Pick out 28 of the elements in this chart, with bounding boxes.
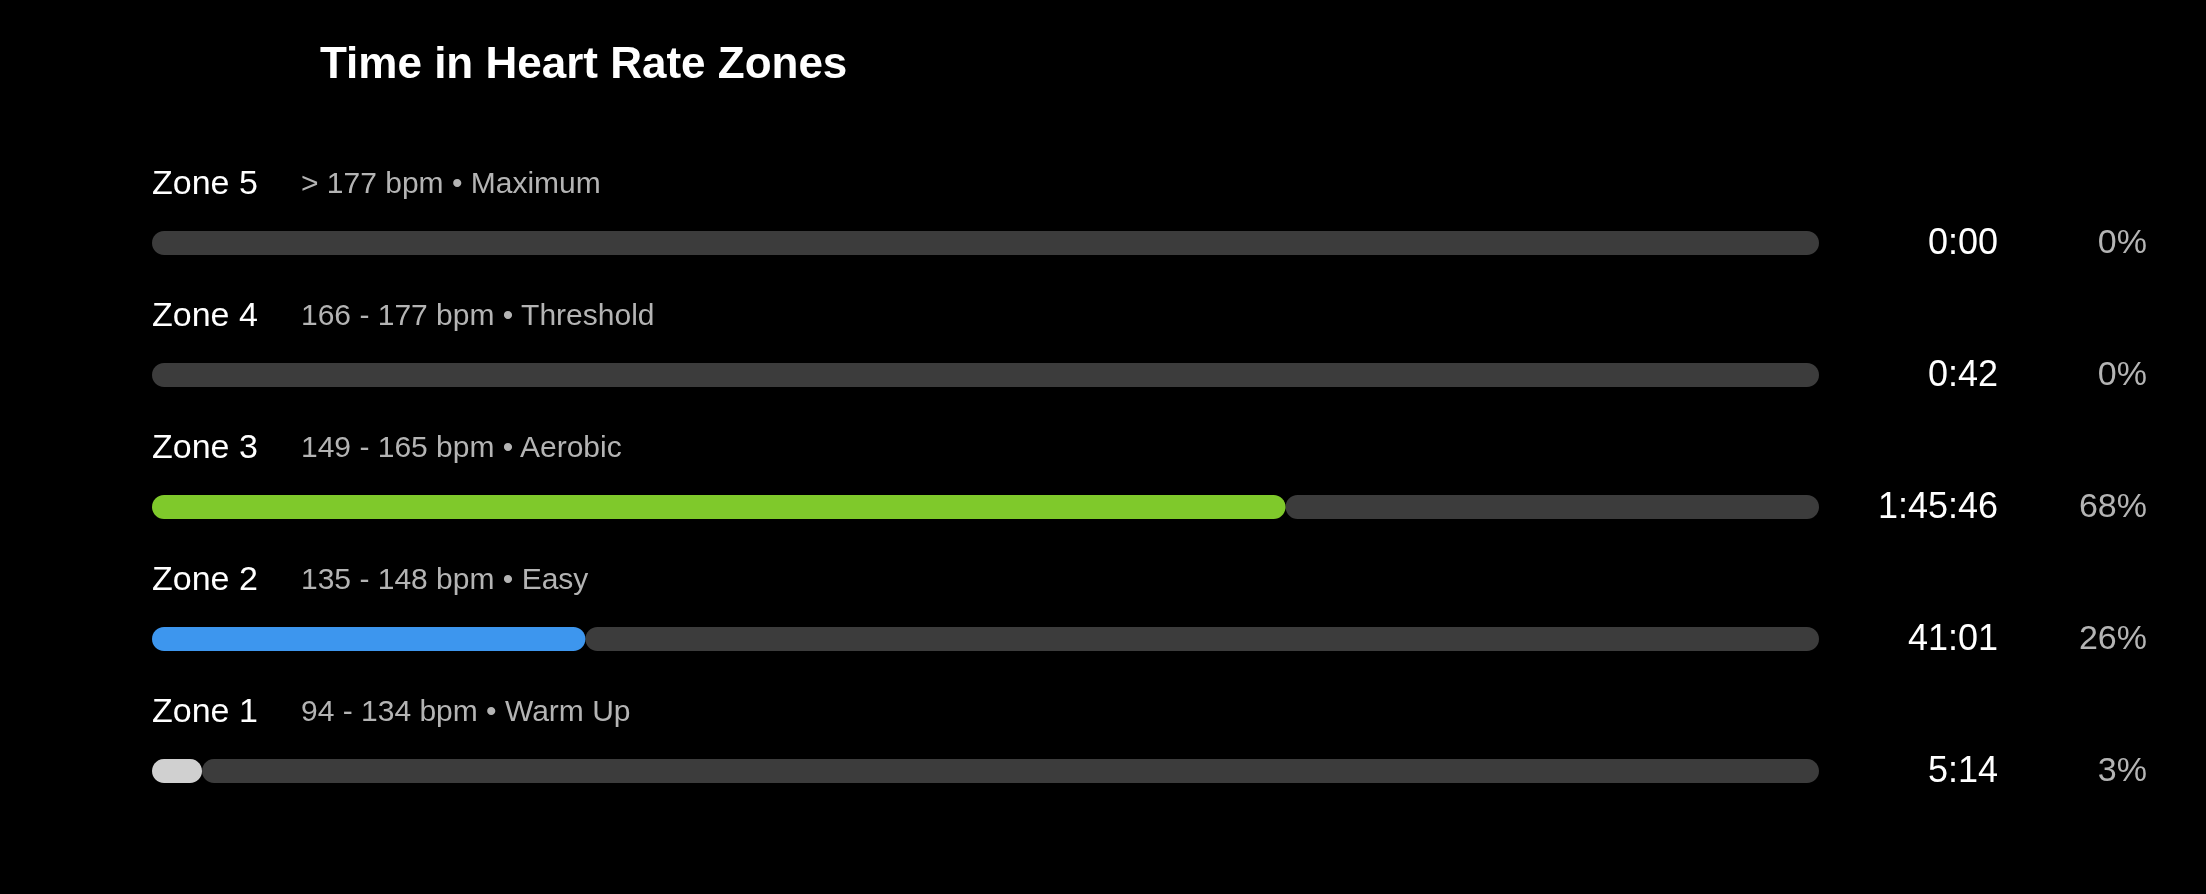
y-tick-label: Zone 2 [152, 559, 258, 597]
y-tick-label: Zone 1 [152, 691, 258, 729]
annotation: 166 - 177 bpm • Threshold [301, 298, 655, 331]
data-label: 68% [2078, 486, 2147, 524]
annotation: 94 - 134 bpm • Warm Up [301, 694, 631, 727]
data-label: 26% [2078, 618, 2147, 656]
y-tick-label: Zone 4 [152, 295, 258, 333]
y-tick-label: Zone 5 [152, 163, 258, 201]
bar [1285, 495, 1819, 519]
bar [152, 495, 1286, 519]
text: 41:01 [1907, 617, 1998, 658]
text: 0:00 [1927, 221, 1998, 262]
text: 1:45:46 [1877, 485, 1998, 526]
annotation: 135 - 148 bpm • Easy [301, 562, 589, 595]
data-label: 3% [2097, 750, 2147, 788]
bar [152, 231, 1819, 255]
bar [152, 363, 1819, 387]
text: 5:14 [1927, 749, 1998, 790]
data-label: 0% [2097, 222, 2147, 260]
y-tick-label: Zone 3 [152, 427, 258, 465]
annotation: > 177 bpm • Maximum [301, 166, 601, 199]
bar [202, 759, 1819, 783]
data-label: 0% [2097, 354, 2147, 392]
bar [585, 627, 1819, 651]
chart-title: Time in Heart Rate Zones [320, 38, 848, 87]
text: 0:42 [1927, 353, 1998, 394]
annotation: 149 - 165 bpm • Aerobic [301, 430, 622, 463]
bar [152, 627, 586, 651]
